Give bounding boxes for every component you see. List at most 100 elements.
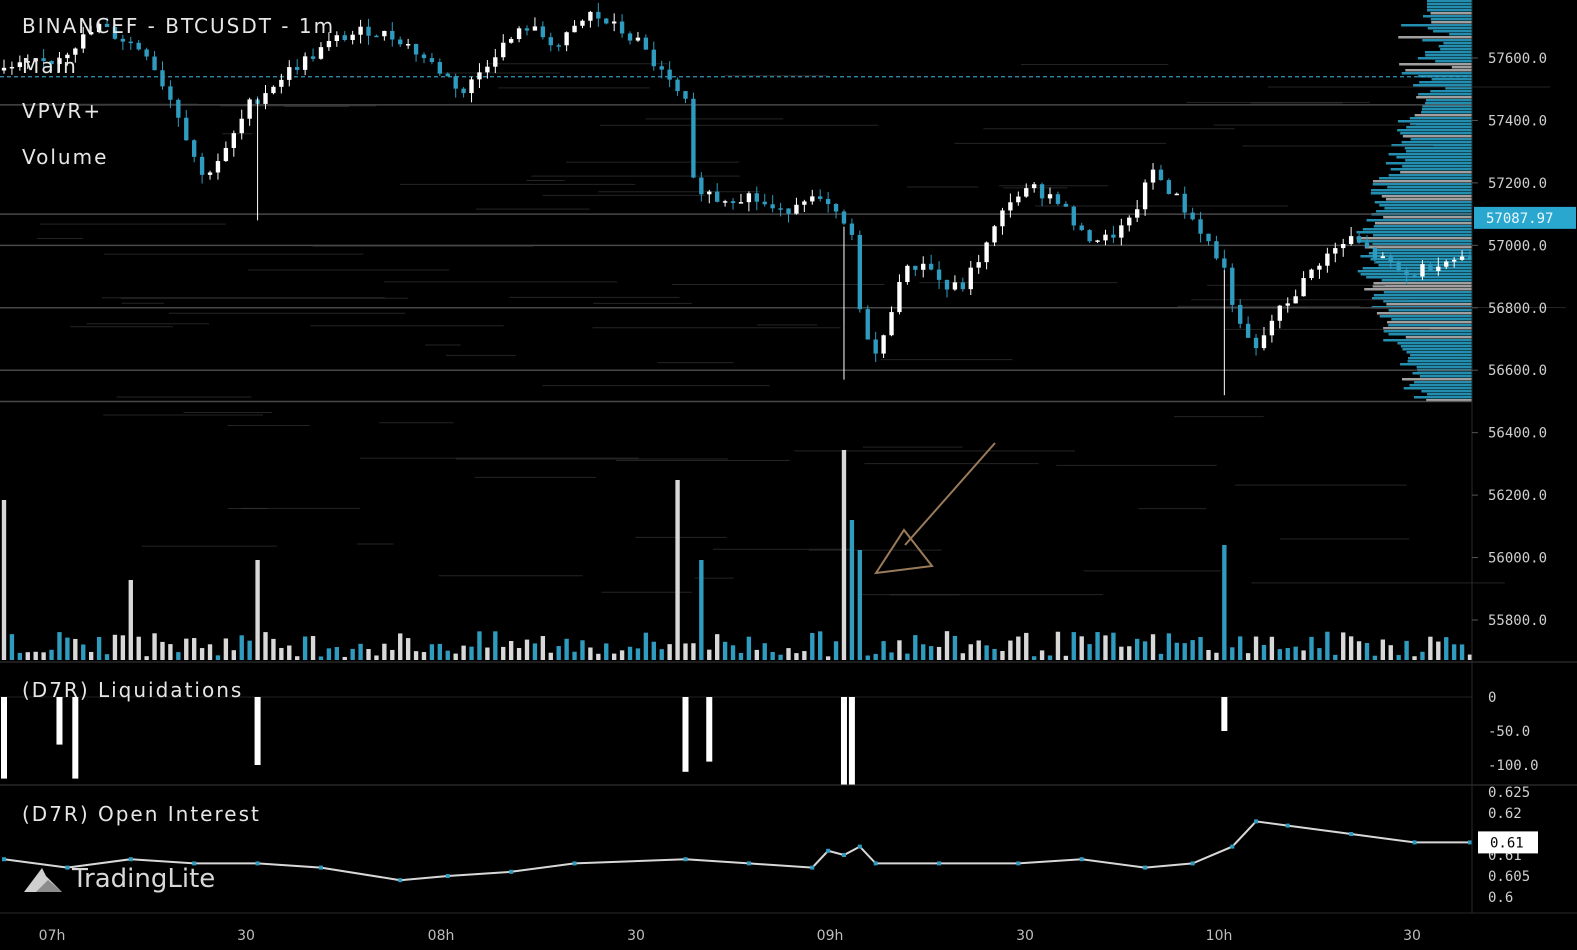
volume-profile-bar <box>1422 39 1472 42</box>
volume-profile-bar <box>1381 195 1472 198</box>
candle-body <box>1380 256 1386 258</box>
volume-profile-bar <box>1430 18 1472 21</box>
volume-bar <box>73 638 78 660</box>
candle-body <box>1039 184 1045 199</box>
volume-profile <box>1356 0 1472 402</box>
volume-profile-bar <box>1427 27 1472 30</box>
open-interest-point <box>746 861 751 866</box>
volume-bar <box>318 656 324 660</box>
liquidation-tick-label: -50.0 <box>1488 724 1530 740</box>
volume-bar <box>818 631 823 660</box>
candle-body <box>302 56 308 70</box>
volume-bar <box>889 652 894 660</box>
volume-bar <box>1134 638 1140 660</box>
volume-profile-bar <box>1388 333 1472 336</box>
volume-bar <box>1214 652 1219 660</box>
candle-body <box>683 91 688 99</box>
volume-bar <box>144 656 149 660</box>
volume-bar <box>1158 653 1164 660</box>
candle-body <box>651 49 656 67</box>
candle-body <box>849 223 855 235</box>
candle-body <box>279 79 284 87</box>
volume-profile-bar <box>1398 36 1472 39</box>
volume-bar <box>1459 644 1465 660</box>
layer-main[interactable]: Main <box>22 54 78 78</box>
candlestick-series <box>1 2 1473 396</box>
candle-body <box>104 23 110 27</box>
volume-bar <box>1396 655 1401 660</box>
candle-body <box>1047 194 1053 199</box>
volume-bar <box>1420 651 1425 660</box>
candle-body <box>1269 320 1275 336</box>
volume-profile-bar <box>1397 120 1472 123</box>
volume-bar <box>1079 636 1084 660</box>
liquidation-bar <box>1 697 7 779</box>
candle-body <box>461 88 466 94</box>
candle-body <box>215 161 221 173</box>
volume-bar <box>469 646 474 660</box>
volume-profile-bar <box>1375 261 1472 264</box>
volume-profile-bar <box>1410 123 1472 126</box>
volume-bar <box>493 631 498 660</box>
candle-body <box>96 23 102 33</box>
open-interest-point <box>445 874 450 878</box>
volume-bar <box>754 649 759 660</box>
volume-profile-bar <box>1386 303 1472 306</box>
candle-body <box>952 282 958 290</box>
volume-profile-bar <box>1383 300 1472 303</box>
volume-profile-bar <box>1364 246 1472 249</box>
volume-bar <box>223 638 229 660</box>
layer-volume[interactable]: Volume <box>22 145 109 169</box>
layer-vpvr[interactable]: VPVR+ <box>22 99 103 123</box>
volume-bar <box>1087 644 1092 660</box>
candle-body <box>818 196 823 199</box>
candle-body <box>1451 259 1457 262</box>
candle-body <box>1444 261 1449 267</box>
key-price-levels <box>0 63 1566 596</box>
volume-bar <box>25 652 30 660</box>
volume-profile-bar <box>1383 216 1472 219</box>
open-interest-tick-label: 0.6 <box>1488 890 1513 906</box>
open-interest-point <box>683 857 688 862</box>
volume-profile-bar <box>1427 3 1472 6</box>
candle-body <box>382 30 387 37</box>
volume-bar <box>833 641 839 660</box>
open-interest-tick-label: 0.62 <box>1488 806 1522 822</box>
candle-body <box>1055 194 1061 204</box>
candle-body <box>596 11 601 19</box>
volume-profile-bar <box>1418 93 1472 96</box>
candle-body <box>762 201 767 205</box>
open-interest-point <box>255 861 260 866</box>
volume-bar <box>215 655 221 660</box>
candle-body <box>310 56 316 59</box>
volume-bar <box>548 652 553 660</box>
candle-body <box>263 93 268 104</box>
candle-body <box>1071 206 1076 226</box>
candle-body <box>675 79 680 92</box>
volume-profile-bar <box>1427 6 1472 9</box>
candle-body <box>445 73 450 77</box>
open-interest-current-label: 0.61 <box>1490 835 1524 851</box>
volume-profile-bar <box>1443 42 1472 45</box>
volume-bar <box>405 638 411 660</box>
volume-profile-bar <box>1417 57 1472 60</box>
volume-profile-bar <box>1416 96 1472 99</box>
volume-profile-bar <box>1419 375 1472 378</box>
open-interest-point <box>1285 823 1290 828</box>
liquidation-bar <box>682 697 689 772</box>
volume-profile-bar <box>1379 315 1472 318</box>
volume-bar <box>295 656 300 660</box>
volume-profile-bar <box>1435 60 1472 63</box>
candle-body <box>1285 303 1290 306</box>
volume-bar <box>992 648 997 660</box>
volume-bar <box>382 643 387 660</box>
candle-body <box>635 37 641 41</box>
volume-bar <box>1309 636 1314 660</box>
volume-profile-bar <box>1404 147 1472 150</box>
volume-profile-bar <box>1433 30 1472 33</box>
volume-bar <box>786 648 791 660</box>
volume-bar <box>1333 654 1338 660</box>
volume-bar <box>540 636 546 660</box>
